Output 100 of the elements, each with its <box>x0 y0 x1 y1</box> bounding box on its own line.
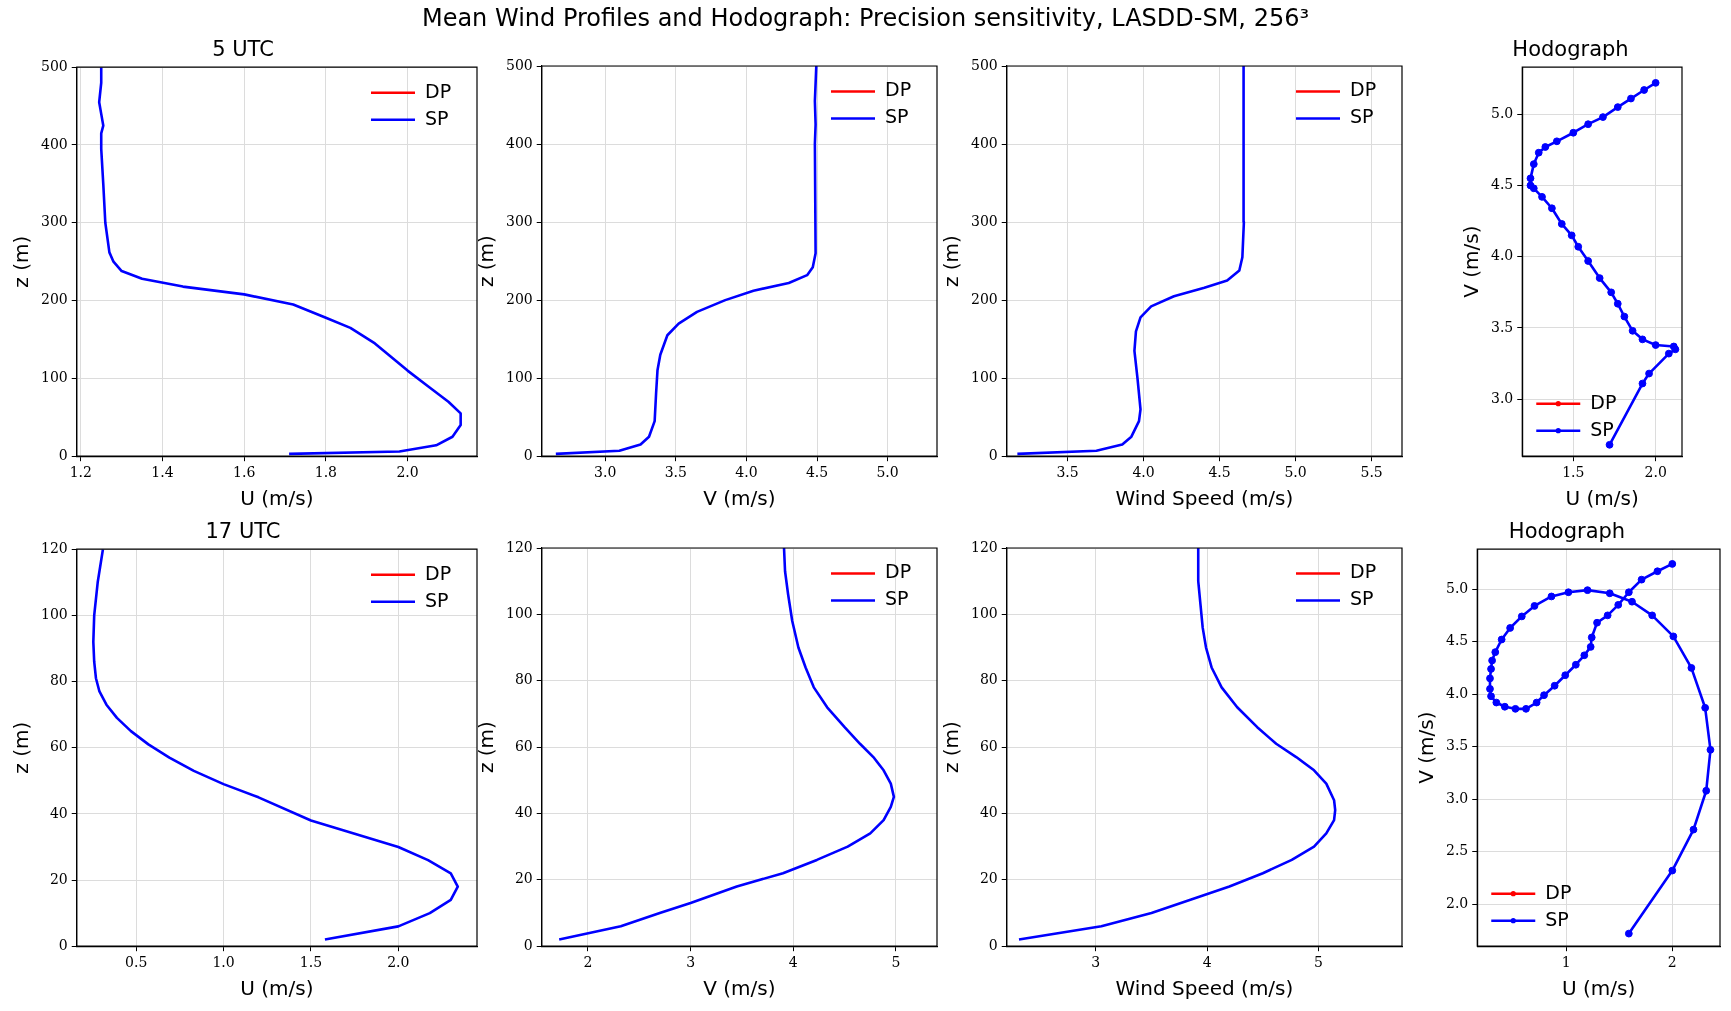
x-tick-label: 1.2 <box>69 464 92 481</box>
x-tick-label: 0.5 <box>125 954 148 971</box>
x-tick-label: 3 <box>686 954 696 971</box>
x-tick-label: 3.5 <box>664 464 687 481</box>
x-tick-label: 2 <box>583 954 593 971</box>
point <box>1595 274 1604 282</box>
y-tick-label: 400 <box>40 135 68 152</box>
point <box>1603 611 1612 620</box>
legend-label: SP <box>885 587 909 610</box>
y-tick-label: 0 <box>58 446 68 463</box>
point <box>1491 648 1500 657</box>
x-tick-label: 1.4 <box>151 464 174 481</box>
point <box>1648 611 1657 620</box>
point <box>1511 704 1520 713</box>
y-tick-label: 300 <box>40 213 68 230</box>
point <box>1488 656 1496 665</box>
point <box>1540 691 1548 700</box>
point <box>1538 192 1546 201</box>
legend-label: DP <box>1545 880 1572 903</box>
x-tick-label: 5.0 <box>876 464 899 481</box>
point <box>1628 597 1636 606</box>
point <box>1668 560 1677 568</box>
point <box>1653 567 1662 576</box>
y-tick-label: 0 <box>523 936 533 953</box>
point <box>1689 825 1698 834</box>
y-axis-title: V (m/s) <box>1414 711 1439 784</box>
x-tick-label: 4.5 <box>1208 464 1231 481</box>
y-tick-label: 4.5 <box>1446 632 1469 649</box>
point <box>1605 589 1614 598</box>
point <box>1532 698 1541 707</box>
chart-title: 17 UTC <box>205 519 281 544</box>
y-tick-label: 200 <box>970 290 998 307</box>
y-axis-title: z (m) <box>939 235 964 288</box>
x-axis-title: V (m/s) <box>703 976 776 1001</box>
y-tick-label: 60 <box>979 737 998 754</box>
y-tick-label: 100 <box>505 605 533 622</box>
y-tick-label: 2.5 <box>1446 842 1469 859</box>
y-tick-label: 100 <box>40 606 68 623</box>
x-axis-title: Wind Speed (m/s) <box>1115 486 1294 511</box>
x-tick-label: 2 <box>1667 954 1677 971</box>
y-tick-label: 2.0 <box>1446 894 1469 911</box>
point <box>1702 786 1711 795</box>
point <box>1586 642 1595 651</box>
y-tick-label: 80 <box>979 671 998 688</box>
y-tick-label: 3.5 <box>1446 737 1469 754</box>
x-tick-label: 4.5 <box>805 464 829 481</box>
point <box>1487 692 1495 701</box>
x-axis-title: U (m/s) <box>1562 976 1636 1001</box>
point <box>1637 575 1646 584</box>
x-tick-label: 1.5 <box>1562 464 1585 481</box>
point <box>1651 78 1660 87</box>
y-tick-label: 500 <box>40 57 68 74</box>
y-tick-label: 4.0 <box>1446 684 1469 701</box>
point <box>1492 698 1501 707</box>
y-tick-label: 120 <box>970 538 998 555</box>
y-tick-label: 300 <box>970 212 998 229</box>
x-tick-label: 3 <box>1091 954 1101 971</box>
y-tick-label: 400 <box>970 134 998 151</box>
y-tick-label: 5.0 <box>1446 579 1469 596</box>
point <box>1522 704 1530 713</box>
y-tick-label: 4.5 <box>1491 176 1514 193</box>
x-tick-label: 5.0 <box>1284 464 1307 481</box>
legend-label: SP <box>1350 587 1374 610</box>
y-tick-label: 100 <box>40 369 68 386</box>
point <box>1547 592 1556 601</box>
x-axis-title: Wind Speed (m/s) <box>1115 976 1294 1001</box>
point <box>1486 674 1494 683</box>
x-tick-label: 3.5 <box>1056 464 1079 481</box>
x-tick-label: 4.0 <box>735 464 758 481</box>
y-axis-title: z (m) <box>474 721 499 774</box>
y-tick-label: 300 <box>505 212 533 229</box>
point <box>1706 745 1715 754</box>
point <box>1550 681 1559 690</box>
point <box>1497 635 1506 644</box>
legend-label: DP <box>425 561 452 584</box>
point <box>1517 612 1526 621</box>
x-tick-label: 5 <box>891 954 901 971</box>
x-tick-label: 1.8 <box>314 464 338 481</box>
x-tick-label: 5.5 <box>1360 464 1383 481</box>
point <box>1624 929 1633 938</box>
point <box>1651 341 1660 349</box>
point <box>1599 113 1607 121</box>
point <box>1487 665 1495 673</box>
x-tick-label: 2.0 <box>396 464 419 481</box>
point <box>1687 663 1696 672</box>
y-tick-label: 40 <box>49 804 68 821</box>
legend-label: SP <box>1590 417 1614 440</box>
point <box>1605 440 1614 449</box>
x-tick-label: 4.0 <box>1132 464 1155 481</box>
point <box>1613 299 1622 308</box>
y-tick-label: 0 <box>988 446 998 463</box>
y-tick-label: 100 <box>505 368 533 385</box>
point <box>1627 94 1635 103</box>
y-tick-label: 3.0 <box>1491 389 1514 406</box>
y-axis-title: z (m) <box>939 721 964 774</box>
point <box>1645 369 1653 378</box>
legend-label: DP <box>1350 78 1377 101</box>
point <box>1506 624 1515 632</box>
y-tick-label: 40 <box>979 804 998 821</box>
y-tick-label: 3.0 <box>1446 789 1469 806</box>
